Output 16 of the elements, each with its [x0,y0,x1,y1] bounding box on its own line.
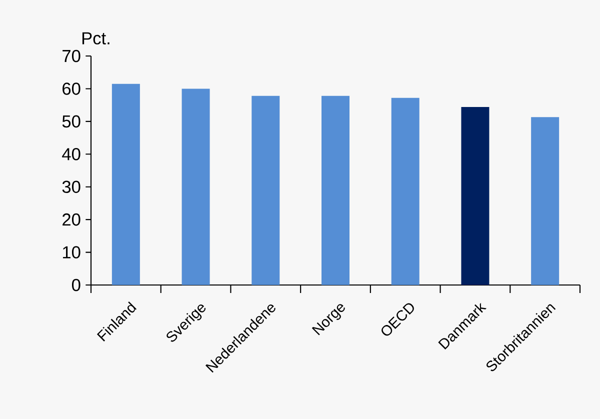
bar [252,96,280,285]
y-tick-label: 50 [62,115,80,128]
y-tick-label: 70 [62,50,80,62]
bar [461,107,490,285]
bar [531,117,560,285]
bar [112,84,140,285]
y-tick-label: 60 [62,82,80,95]
y-tick-label: 30 [62,180,80,193]
bar [391,98,420,285]
y-tick-label: 40 [62,148,80,160]
y-tick-label: 10 [62,246,80,258]
bar [182,88,210,285]
y-tick-label: 0 [72,278,80,292]
bar [322,96,350,285]
y-axis-title: Pct. [82,32,110,44]
y-tick-label: 20 [62,213,80,226]
